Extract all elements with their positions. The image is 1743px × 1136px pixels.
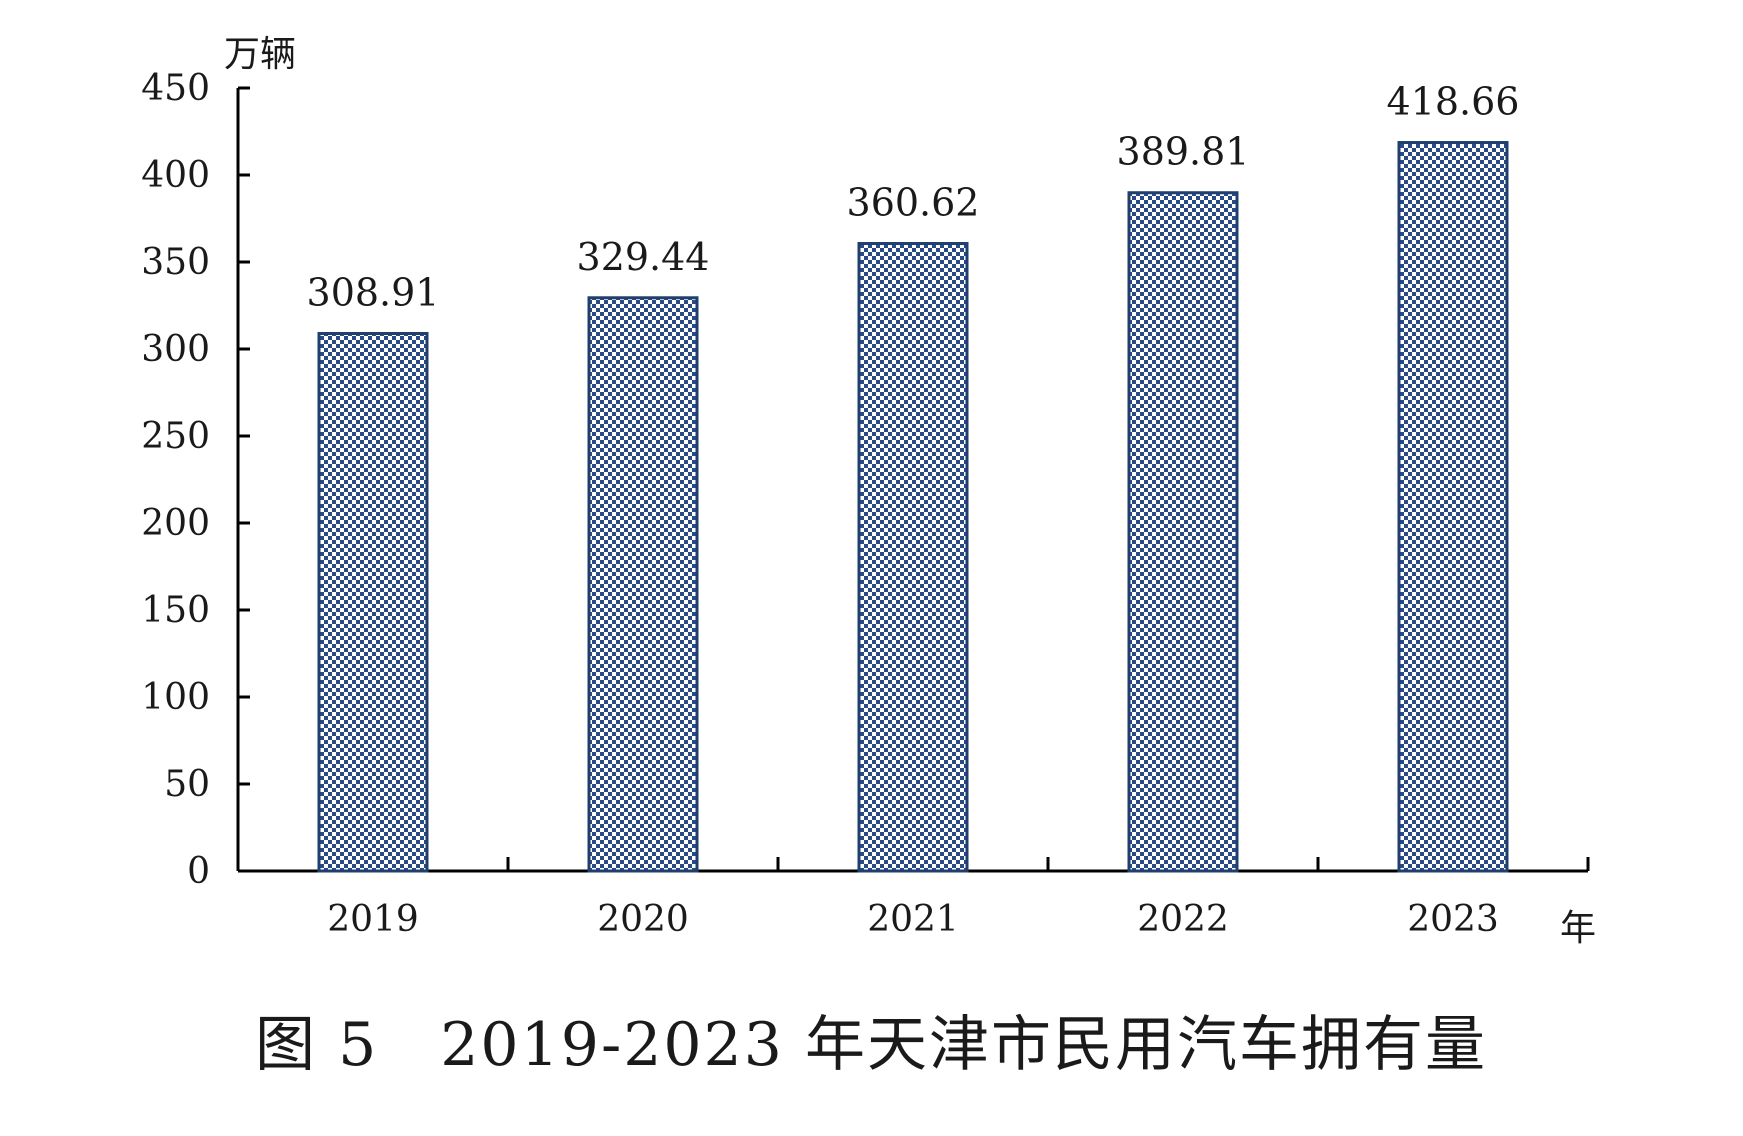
bar-2020 — [587, 296, 699, 873]
plot-area: 0 50 100 150 200 250 300 350 400 450 308.91 2019 329… — [141, 68, 1590, 940]
x-tick-label-2020: 2020 — [597, 899, 689, 940]
chart-caption: 图 5 2019-2023 年天津市民用汽车拥有量 — [255, 1010, 1487, 1080]
y-tick-label: 150 — [141, 590, 210, 631]
bar-2019 — [317, 331, 429, 873]
x-tick-label-2022: 2022 — [1137, 899, 1229, 940]
y-tick-label: 0 — [187, 851, 210, 892]
data-label-2020: 329.44 — [577, 235, 710, 279]
bar-2022 — [1127, 191, 1239, 873]
data-label-2019: 308.91 — [307, 270, 440, 314]
y-tick-label: 450 — [141, 68, 210, 109]
bar-2023 — [1397, 141, 1509, 873]
x-tick-label-2021: 2021 — [867, 899, 959, 940]
y-tick-label: 400 — [141, 155, 210, 196]
y-tick-label: 200 — [141, 503, 210, 544]
x-tick-label-2023: 2023 — [1407, 899, 1499, 940]
y-tick-label: 50 — [164, 764, 210, 805]
data-label-2023: 418.66 — [1387, 80, 1520, 124]
y-tick-label: 300 — [141, 329, 210, 370]
y-axis-unit-label: 万辆 — [224, 34, 296, 75]
bar-2021 — [857, 242, 969, 873]
data-label-2021: 360.62 — [847, 181, 980, 225]
data-label-2022: 389.81 — [1117, 130, 1250, 174]
x-tick-label-2019: 2019 — [327, 899, 419, 940]
y-tick-label: 250 — [141, 416, 210, 457]
y-tick-label: 350 — [141, 242, 210, 283]
x-axis-unit-label: 年 — [1560, 908, 1596, 949]
y-tick-label: 100 — [141, 677, 210, 718]
